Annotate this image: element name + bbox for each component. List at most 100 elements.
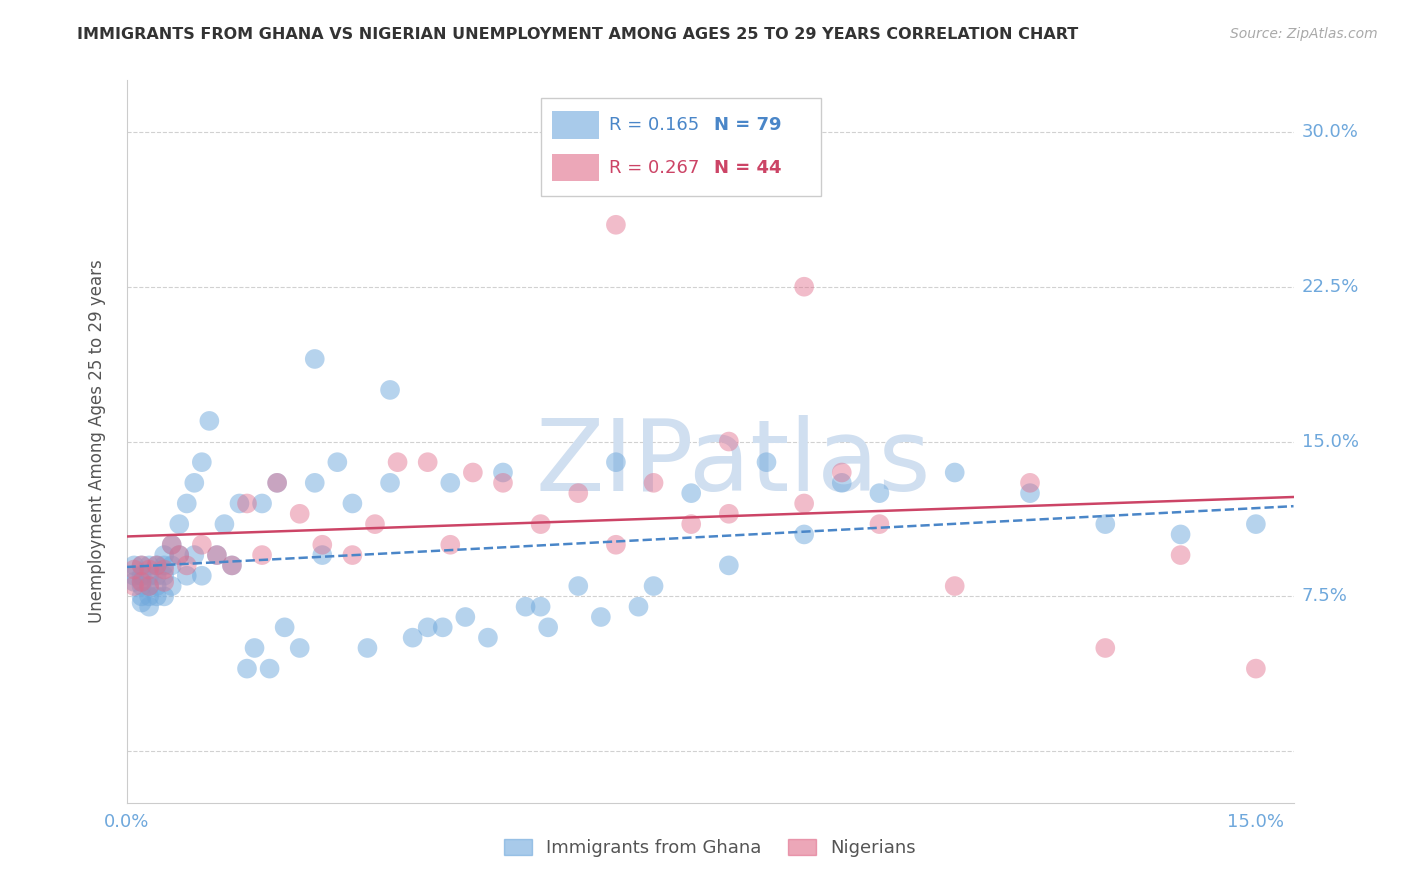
Point <box>131 558 153 573</box>
Point <box>326 455 349 469</box>
Point <box>131 574 153 589</box>
Point <box>183 548 205 562</box>
Point <box>221 558 243 573</box>
Point <box>138 579 160 593</box>
Point <box>273 620 295 634</box>
Point <box>831 475 853 490</box>
Point <box>131 558 153 573</box>
Point <box>605 538 627 552</box>
Point <box>122 568 145 582</box>
Point <box>145 590 167 604</box>
Point <box>793 527 815 541</box>
Point <box>138 590 160 604</box>
Text: Source: ZipAtlas.com: Source: ZipAtlas.com <box>1230 27 1378 41</box>
Point <box>131 596 153 610</box>
Point <box>304 351 326 366</box>
Point <box>138 579 160 593</box>
Point <box>236 662 259 676</box>
Point <box>145 558 167 573</box>
Point <box>492 466 515 480</box>
Point <box>868 486 890 500</box>
Point <box>681 517 703 532</box>
Point <box>643 475 665 490</box>
Point <box>1170 548 1192 562</box>
Point <box>176 496 198 510</box>
Point <box>717 434 740 449</box>
Point <box>717 558 740 573</box>
Point <box>176 568 198 582</box>
Point <box>943 579 966 593</box>
Point <box>160 558 183 573</box>
Point <box>250 548 273 562</box>
Point <box>236 496 259 510</box>
Bar <box>553 112 599 139</box>
Point <box>1170 527 1192 541</box>
Point <box>122 558 145 573</box>
Point <box>681 486 703 500</box>
Point <box>515 599 537 614</box>
Point <box>160 538 183 552</box>
Point <box>131 574 153 589</box>
Point <box>311 538 333 552</box>
Point <box>605 218 627 232</box>
Point <box>191 538 214 552</box>
Point <box>198 414 221 428</box>
Point <box>138 562 160 576</box>
Point <box>454 610 477 624</box>
Point <box>311 548 333 562</box>
Text: 15.0%: 15.0% <box>1302 433 1358 450</box>
Text: 30.0%: 30.0% <box>1302 123 1358 141</box>
Point <box>266 475 288 490</box>
Point <box>153 574 176 589</box>
Point <box>183 475 205 490</box>
Point <box>1019 475 1042 490</box>
Point <box>167 548 190 562</box>
Point <box>342 548 364 562</box>
Point <box>364 517 387 532</box>
Point <box>138 568 160 582</box>
Text: N = 79: N = 79 <box>713 116 780 134</box>
Point <box>831 466 853 480</box>
Text: IMMIGRANTS FROM GHANA VS NIGERIAN UNEMPLOYMENT AMONG AGES 25 TO 29 YEARS CORRELA: IMMIGRANTS FROM GHANA VS NIGERIAN UNEMPL… <box>77 27 1078 42</box>
Point <box>943 466 966 480</box>
Point <box>537 620 560 634</box>
Point <box>439 475 461 490</box>
Point <box>342 496 364 510</box>
Point <box>589 610 612 624</box>
Bar <box>553 154 599 181</box>
Point <box>153 590 176 604</box>
Point <box>461 466 484 480</box>
Legend: Immigrants from Ghana, Nigerians: Immigrants from Ghana, Nigerians <box>495 830 925 866</box>
Point <box>432 620 454 634</box>
Point <box>145 568 167 582</box>
Point <box>793 279 815 293</box>
Point <box>153 548 176 562</box>
Text: R = 0.267: R = 0.267 <box>609 159 699 177</box>
Point <box>868 517 890 532</box>
Text: R = 0.165: R = 0.165 <box>609 116 699 134</box>
Point <box>131 579 153 593</box>
Point <box>288 507 311 521</box>
Y-axis label: Unemployment Among Ages 25 to 29 years: Unemployment Among Ages 25 to 29 years <box>87 260 105 624</box>
Point <box>153 568 176 582</box>
Point <box>378 383 401 397</box>
Point <box>1094 517 1116 532</box>
Text: 22.5%: 22.5% <box>1302 277 1360 296</box>
Point <box>378 475 401 490</box>
Point <box>567 579 589 593</box>
Point <box>250 496 273 510</box>
Point <box>755 455 778 469</box>
Point <box>477 631 499 645</box>
Point <box>793 496 815 510</box>
Point <box>131 590 153 604</box>
Point <box>605 455 627 469</box>
Point <box>259 662 281 676</box>
Point <box>191 455 214 469</box>
Point <box>416 455 439 469</box>
Point <box>1244 517 1267 532</box>
Point <box>387 455 409 469</box>
Point <box>266 475 288 490</box>
Point <box>145 579 167 593</box>
Point <box>221 558 243 573</box>
Point <box>122 562 145 576</box>
